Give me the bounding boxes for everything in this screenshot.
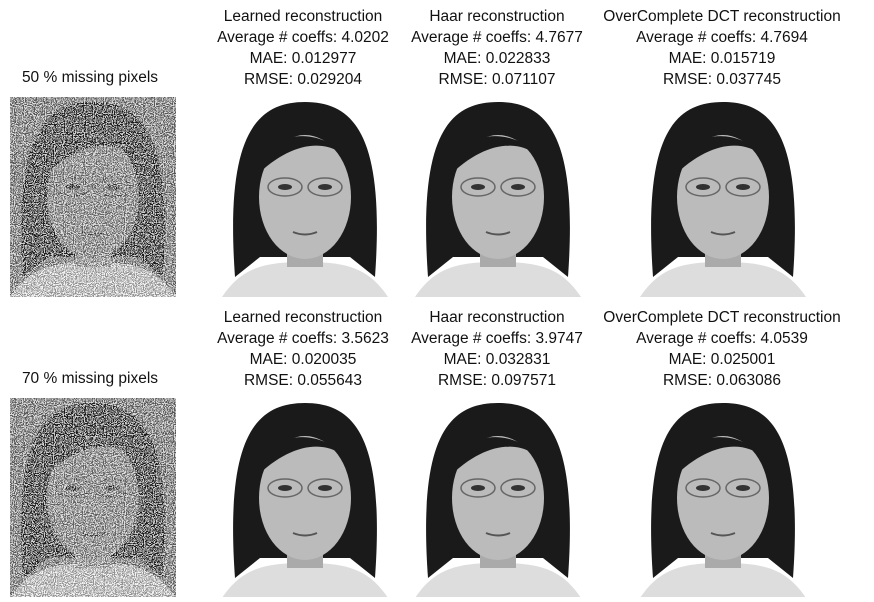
eye — [736, 184, 750, 190]
panel-coeffs: Average # coeffs: 4.0202 — [217, 29, 389, 46]
panel-mae: MAE: 0.012977 — [250, 50, 357, 67]
reconstructed-image — [640, 97, 806, 297]
panel-mae: MAE: 0.015719 — [669, 50, 776, 67]
eye — [318, 184, 332, 190]
eye — [106, 184, 120, 190]
row-label: 70 % missing pixels — [22, 370, 158, 387]
figure: 50 % missing pixels Learned reconstructio… — [0, 0, 874, 597]
reconstructed-image — [415, 398, 581, 597]
eye — [511, 184, 525, 190]
eye — [736, 485, 750, 491]
panel-rmse: RMSE: 0.097571 — [438, 372, 556, 389]
panel-rmse: RMSE: 0.029204 — [244, 71, 362, 88]
panel-title: Learned reconstruction — [224, 8, 383, 25]
eye — [66, 184, 80, 190]
panel-title: OverComplete DCT reconstruction — [603, 8, 840, 25]
panel-rmse: RMSE: 0.037745 — [663, 71, 781, 88]
panel-mae: MAE: 0.022833 — [444, 50, 551, 67]
panel-coeffs: Average # coeffs: 4.7694 — [636, 29, 808, 46]
eye — [66, 485, 80, 491]
reconstructed-image — [640, 398, 806, 597]
panel-title: Haar reconstruction — [429, 309, 564, 326]
reconstructed-image — [222, 398, 388, 597]
eye — [278, 184, 292, 190]
eye — [511, 485, 525, 491]
panel-title: OverComplete DCT reconstruction — [603, 309, 840, 326]
panel-rmse: RMSE: 0.063086 — [663, 372, 781, 389]
eye — [106, 485, 120, 491]
reconstructed-image — [222, 97, 388, 297]
reconstructed-image — [415, 97, 581, 297]
panel-rmse: RMSE: 0.055643 — [244, 372, 362, 389]
row-label: 50 % missing pixels — [22, 69, 158, 86]
eye — [318, 485, 332, 491]
eye — [471, 184, 485, 190]
panel-coeffs: Average # coeffs: 4.7677 — [411, 29, 583, 46]
eye — [471, 485, 485, 491]
panel-coeffs: Average # coeffs: 3.9747 — [411, 330, 583, 347]
eye — [278, 485, 292, 491]
panel-title: Haar reconstruction — [429, 8, 564, 25]
panel-title: Learned reconstruction — [224, 309, 383, 326]
noisy-image — [10, 97, 176, 297]
panel-mae: MAE: 0.025001 — [669, 351, 776, 368]
noisy-image — [10, 398, 176, 597]
panel-rmse: RMSE: 0.071107 — [439, 71, 556, 88]
eye — [696, 184, 710, 190]
panel-coeffs: Average # coeffs: 4.0539 — [636, 330, 808, 347]
panel-coeffs: Average # coeffs: 3.5623 — [217, 330, 389, 347]
panel-mae: MAE: 0.020035 — [250, 351, 357, 368]
panel-mae: MAE: 0.032831 — [444, 351, 551, 368]
eye — [696, 485, 710, 491]
